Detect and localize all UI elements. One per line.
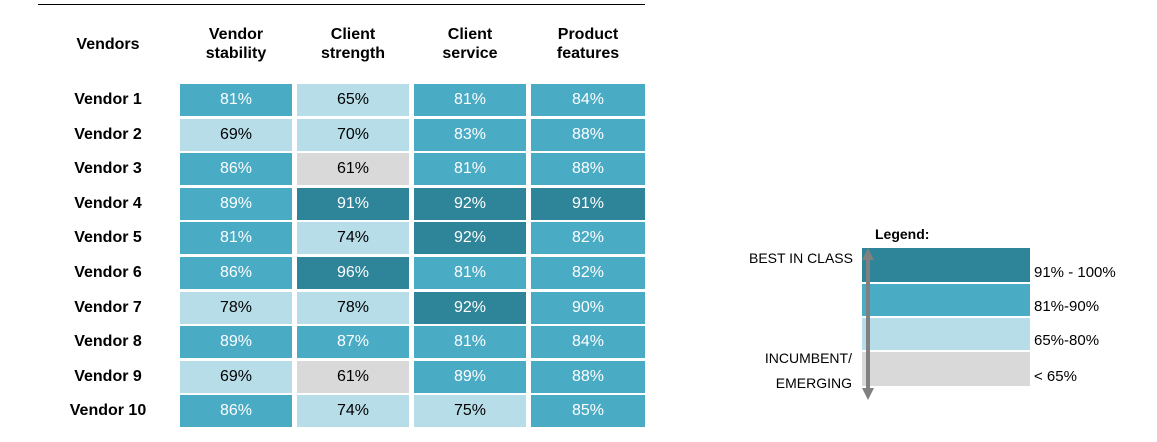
score-cell: 81% <box>414 326 526 359</box>
column-header: Vendors <box>76 35 140 53</box>
vendor-name: Vendor 3 <box>74 160 142 178</box>
vendor-name: Vendor 10 <box>69 402 147 420</box>
score-cell: 78% <box>297 291 409 324</box>
vendor-name: Vendor 5 <box>74 229 142 247</box>
score-cell: 74% <box>297 222 409 255</box>
score-cell: 86% <box>180 153 292 186</box>
score-cell: 81% <box>414 153 526 186</box>
vendor-name: Vendor 4 <box>74 194 142 212</box>
legend-arrow <box>862 248 874 400</box>
score-cell: 89% <box>180 326 292 359</box>
vendor-name: Vendor 6 <box>74 264 142 281</box>
score-cell: 65% <box>297 84 409 116</box>
score-cell: 91% <box>531 187 645 220</box>
score-cell: 92% <box>414 222 526 255</box>
legend-label: 65%-80% <box>1034 332 1100 349</box>
score-cell: 86% <box>180 257 292 289</box>
legend-swatch <box>862 352 1030 386</box>
score-cell: 78% <box>180 291 292 324</box>
score-cell: 86% <box>180 395 292 428</box>
score-cell: 91% <box>297 187 409 220</box>
legend-label: < 65% <box>1034 368 1077 385</box>
score-cell: 82% <box>531 222 645 255</box>
score-cell: 70% <box>297 118 409 151</box>
score-cell: 85% <box>531 395 645 428</box>
legend-swatch <box>862 318 1030 350</box>
legend-swatch <box>862 248 1030 282</box>
score-cell: 96% <box>297 257 409 289</box>
vendor-name: Vendor 7 <box>74 298 142 316</box>
column-header: Client service <box>442 26 498 62</box>
vendor-name: Vendor 8 <box>74 333 142 351</box>
legend-swatch <box>862 284 1030 316</box>
score-cell: 61% <box>297 153 409 186</box>
score-cell: 84% <box>531 326 645 359</box>
column-header: Vendor stability <box>205 26 267 62</box>
score-cell: 88% <box>531 118 645 151</box>
score-cell: 87% <box>297 326 409 359</box>
score-cell: 81% <box>180 222 292 255</box>
score-cell: 89% <box>180 187 292 220</box>
score-cell: 81% <box>180 84 292 116</box>
legend-title: Legend: <box>875 226 930 242</box>
score-cell: 61% <box>297 360 409 393</box>
vendor-name: Vendor 9 <box>74 367 142 385</box>
score-cell: 81% <box>414 84 526 116</box>
score-cell: 69% <box>180 118 292 151</box>
legend-label: 91% - 100% <box>1034 264 1116 281</box>
score-cell: 75% <box>414 395 526 428</box>
legend-top-label: BEST IN CLASS <box>748 250 853 266</box>
column-header: Product features <box>556 26 620 62</box>
legend-label: 81%-90% <box>1034 298 1100 315</box>
column-header: Client strength <box>321 26 385 62</box>
score-cell: 74% <box>297 395 409 428</box>
legend-bottom-label: INCUMBENT/ <box>764 350 852 366</box>
score-cell: 92% <box>414 187 526 220</box>
score-cell: 92% <box>414 291 526 324</box>
score-cell: 89% <box>414 360 526 393</box>
score-cell: 81% <box>414 257 526 289</box>
score-cell: 88% <box>531 153 645 186</box>
score-cell: 83% <box>414 118 526 151</box>
vendor-name: Vendor 1 <box>74 91 142 108</box>
legend-bottom-label: EMERGING <box>775 375 852 391</box>
vendor-name: Vendor 2 <box>74 125 142 143</box>
score-cell: 82% <box>531 257 645 289</box>
score-cell: 84% <box>531 84 645 116</box>
score-cell: 88% <box>531 360 645 393</box>
top-rule <box>38 4 645 5</box>
score-cell: 90% <box>531 291 645 324</box>
score-cell: 69% <box>180 360 292 393</box>
